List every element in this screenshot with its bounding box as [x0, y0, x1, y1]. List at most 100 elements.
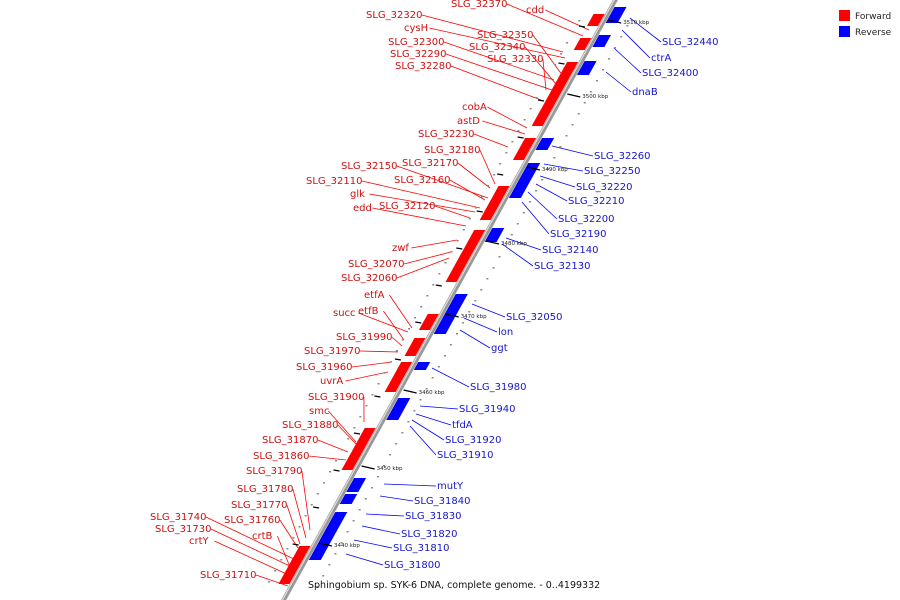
forward-gene-label[interactable]: SLG_32230: [418, 129, 474, 140]
forward-gene-block[interactable]: [479, 196, 504, 220]
forward-gene-label[interactable]: etfB: [358, 306, 379, 317]
forward-gene-label[interactable]: SLG_31860: [253, 451, 309, 462]
forward-gene-label[interactable]: etfA: [364, 290, 385, 301]
reverse-gene-block[interactable]: [315, 536, 334, 548]
forward-gene-label[interactable]: SLG_31740: [150, 512, 206, 523]
reverse-gene-block[interactable]: [609, 7, 627, 16]
forward-gene-label[interactable]: crtB: [252, 531, 273, 542]
forward-gene-label[interactable]: SLG_32300: [388, 37, 444, 48]
forward-gene-label[interactable]: SLG_32170: [402, 158, 458, 169]
forward-gene-block[interactable]: [278, 566, 300, 584]
reverse-gene-label[interactable]: SLG_32190: [550, 229, 606, 240]
reverse-gene-label[interactable]: SLG_31830: [405, 511, 461, 522]
reverse-gene-label[interactable]: SLG_32440: [662, 37, 718, 48]
forward-gene-label[interactable]: SLG_31760: [224, 515, 280, 526]
reverse-gene-block[interactable]: [391, 398, 411, 410]
forward-gene-block[interactable]: [384, 362, 413, 392]
reverse-gene-block[interactable]: [413, 362, 431, 370]
forward-gene-block[interactable]: [288, 546, 311, 566]
reverse-gene-label[interactable]: dnaB: [632, 87, 658, 98]
forward-gene-label[interactable]: SLG_32320: [366, 10, 422, 21]
reverse-gene-label[interactable]: SLG_31820: [401, 529, 457, 540]
forward-gene-label[interactable]: SLG_31960: [296, 362, 352, 373]
forward-gene-label[interactable]: SLG_32330: [487, 54, 543, 65]
reverse-gene-block[interactable]: [322, 512, 348, 536]
reverse-gene-block[interactable]: [592, 35, 611, 47]
forward-gene-label[interactable]: SLG_32180: [424, 145, 480, 156]
forward-gene-label[interactable]: zwf: [392, 243, 409, 254]
forward-gene-label[interactable]: glk: [350, 189, 365, 200]
forward-gene-label[interactable]: SLG_32070: [348, 259, 404, 270]
forward-gene-block[interactable]: [445, 256, 471, 282]
forward-gene-block[interactable]: [573, 38, 592, 50]
forward-gene-block[interactable]: [404, 338, 426, 356]
forward-gene-label[interactable]: astD: [457, 116, 480, 127]
forward-gene-label[interactable]: SLG_31970: [304, 346, 360, 357]
reverse-gene-label[interactable]: SLG_32200: [558, 214, 614, 225]
reverse-gene-block[interactable]: [339, 494, 358, 504]
reverse-gene-label[interactable]: tfdA: [452, 420, 473, 431]
forward-gene-block[interactable]: [352, 428, 376, 450]
forward-gene-label[interactable]: SLG_31770: [231, 500, 287, 511]
reverse-gene-label[interactable]: lon: [498, 327, 513, 338]
reverse-gene-label[interactable]: mutY: [437, 481, 464, 492]
forward-gene-block[interactable]: [459, 246, 477, 256]
reverse-gene-block[interactable]: [386, 410, 404, 420]
forward-gene-block[interactable]: [531, 116, 549, 126]
forward-gene-label[interactable]: crtY: [189, 536, 210, 547]
forward-gene-label[interactable]: SLG_31880: [282, 420, 338, 431]
reverse-gene-block[interactable]: [605, 16, 622, 23]
reverse-gene-label[interactable]: SLG_32050: [506, 312, 562, 323]
forward-gene-label[interactable]: SLG_32160: [394, 175, 450, 186]
reverse-gene-label[interactable]: SLG_32260: [594, 151, 650, 162]
forward-gene-block[interactable]: [512, 138, 537, 160]
forward-gene-label[interactable]: SLG_32150: [341, 161, 397, 172]
forward-gene-label[interactable]: SLG_31710: [200, 570, 256, 581]
forward-gene-label[interactable]: SLG_32280: [395, 61, 451, 72]
reverse-gene-block[interactable]: [576, 61, 597, 75]
forward-gene-label[interactable]: cobA: [462, 102, 487, 113]
reverse-gene-label[interactable]: SLG_31940: [459, 404, 515, 415]
forward-gene-label[interactable]: uvrA: [320, 376, 343, 387]
forward-gene-label[interactable]: SLG_32290: [390, 49, 446, 60]
reverse-gene-label[interactable]: SLG_31810: [393, 543, 449, 554]
reverse-gene-label[interactable]: SLG_32140: [542, 245, 598, 256]
forward-gene-label[interactable]: SLG_32370: [451, 0, 507, 10]
reverse-gene-label[interactable]: SLG_32250: [584, 166, 640, 177]
forward-gene-label[interactable]: succ: [333, 308, 356, 319]
reverse-gene-label[interactable]: SLG_32130: [534, 261, 590, 272]
forward-gene-label[interactable]: SLG_31730: [155, 524, 211, 535]
forward-gene-label[interactable]: SLG_32110: [306, 176, 362, 187]
reverse-gene-label[interactable]: SLG_32400: [642, 68, 698, 79]
reverse-gene-block[interactable]: [308, 548, 328, 560]
reverse-gene-block[interactable]: [442, 294, 468, 318]
forward-gene-label[interactable]: SLG_32340: [469, 42, 525, 53]
reverse-gene-label[interactable]: SLG_31840: [414, 496, 470, 507]
forward-gene-label[interactable]: cysH: [404, 23, 428, 34]
reverse-gene-block[interactable]: [515, 173, 535, 186]
forward-gene-block[interactable]: [493, 186, 510, 196]
forward-gene-label[interactable]: SLG_31900: [308, 392, 364, 403]
reverse-gene-block[interactable]: [484, 228, 505, 242]
reverse-gene-block[interactable]: [535, 138, 555, 150]
forward-gene-label[interactable]: SLG_31790: [246, 466, 302, 477]
forward-gene-block[interactable]: [542, 96, 560, 106]
forward-gene-block[interactable]: [537, 106, 554, 116]
forward-gene-label[interactable]: SLG_31870: [262, 435, 318, 446]
forward-gene-block[interactable]: [587, 14, 605, 26]
reverse-gene-label[interactable]: SLG_31920: [445, 435, 501, 446]
reverse-gene-label[interactable]: SLG_32220: [576, 182, 632, 193]
reverse-gene-label[interactable]: SLG_32210: [568, 196, 624, 207]
reverse-gene-label[interactable]: ctrA: [651, 53, 672, 64]
reverse-gene-label[interactable]: SLG_31800: [384, 560, 440, 571]
forward-gene-label[interactable]: smc: [309, 406, 329, 417]
reverse-gene-label[interactable]: SLG_31980: [470, 382, 526, 393]
forward-gene-label[interactable]: SLG_32060: [341, 273, 397, 284]
forward-gene-block[interactable]: [553, 67, 576, 86]
reverse-gene-block[interactable]: [433, 318, 455, 334]
forward-gene-label[interactable]: SLG_31990: [336, 332, 392, 343]
forward-gene-block[interactable]: [418, 314, 439, 330]
reverse-gene-label[interactable]: ggt: [491, 343, 508, 354]
forward-gene-label[interactable]: edd: [353, 203, 372, 214]
reverse-gene-block[interactable]: [346, 478, 367, 492]
